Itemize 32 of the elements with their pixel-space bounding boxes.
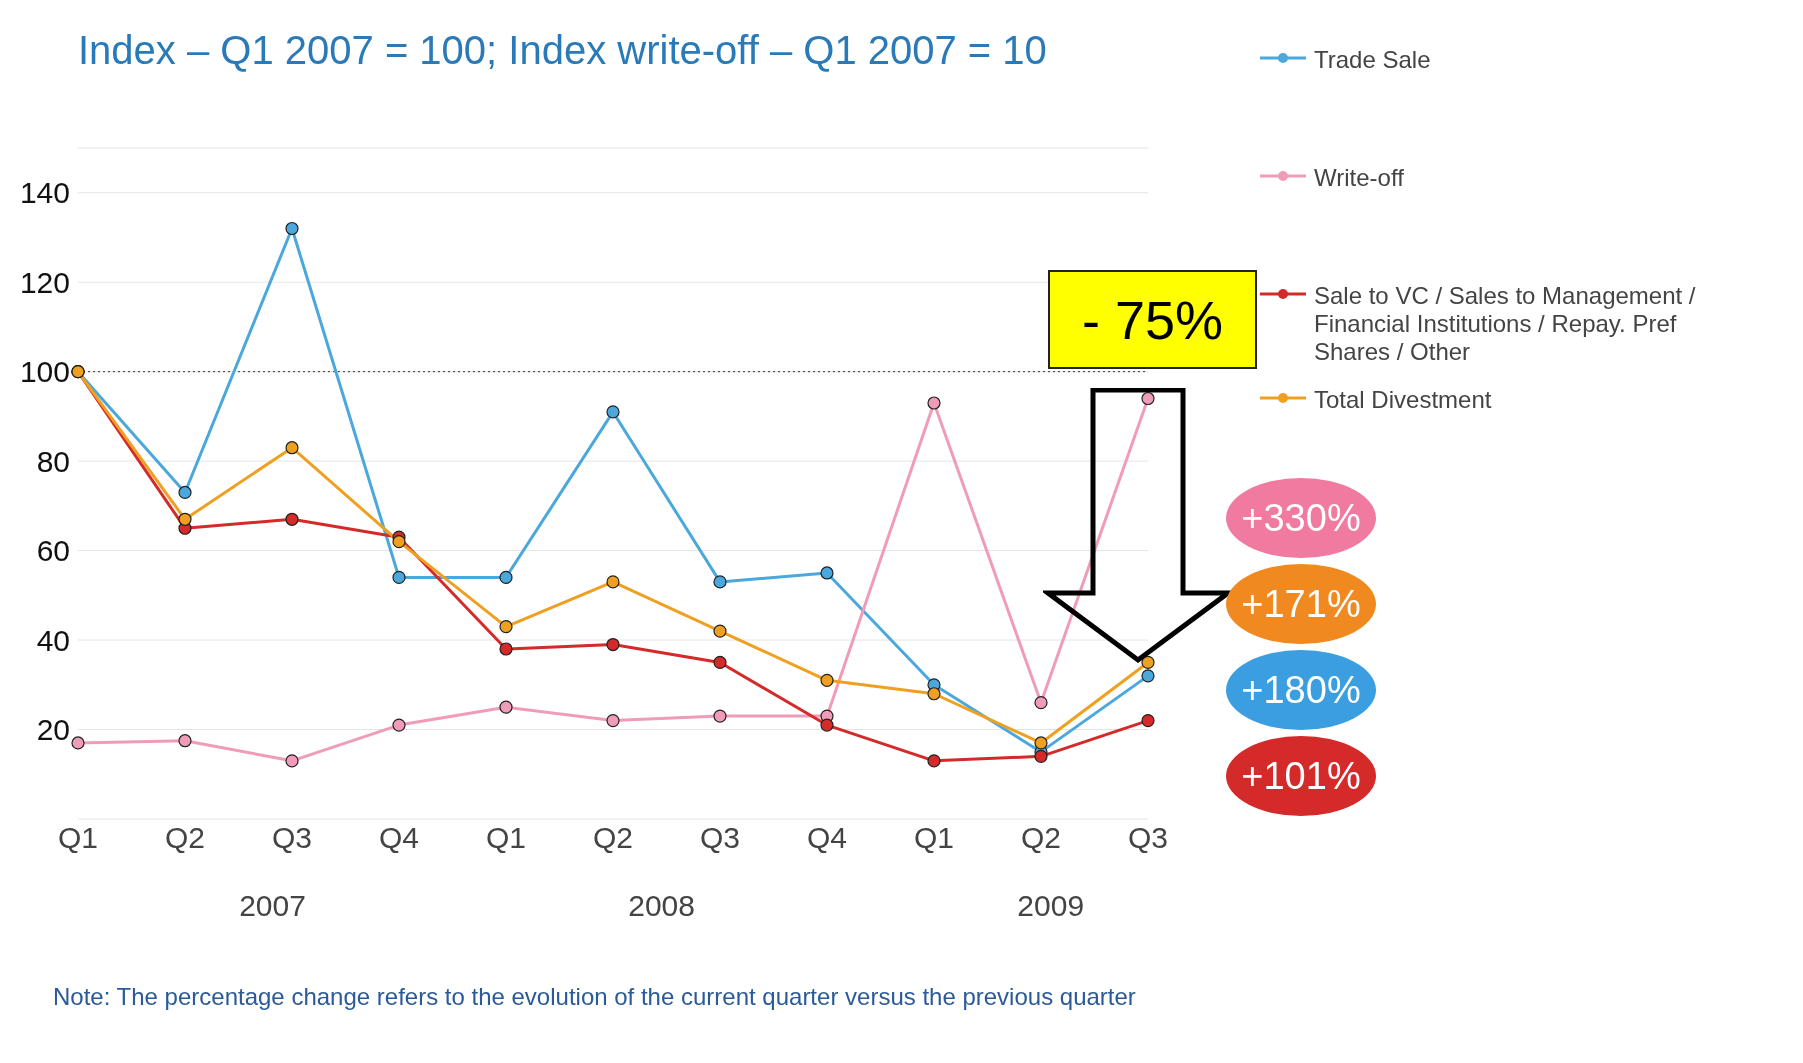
text: Note: The percentage change refers to the evolution of the current quarter versus the previous quarter [53, 983, 1136, 1011]
x-tick-label: Q3 [1127, 821, 1169, 855]
text: 2009 [1016, 889, 1086, 923]
y-tick-label: 100 [19, 355, 70, 389]
annotation: - 75% [1048, 270, 1257, 369]
text: +101% [1226, 736, 1376, 816]
text: +330% [1226, 478, 1376, 558]
x-tick-label: Q3 [699, 821, 741, 855]
x-tick-label: Q1 [485, 821, 527, 855]
x-tick-label: Q3 [271, 821, 313, 855]
y-tick-label: 60 [36, 534, 70, 568]
x-tick-label: Q1 [913, 821, 955, 855]
x-tick-label: Q4 [806, 821, 848, 855]
y-tick-label: 40 [36, 623, 70, 657]
text: +171% [1226, 564, 1376, 644]
y-tick-label: 80 [36, 444, 70, 478]
legend-label: Sale to VC / Sales to Management / Financial Institutions / Repay. Pref Shares / Other [1314, 282, 1697, 366]
chart-title: Index – Q1 2007 = 100; Index write-off – Q1 2007 = 10 [78, 28, 1047, 73]
text: 2008 [627, 889, 696, 923]
x-tick-label: Q4 [378, 821, 420, 855]
x-tick-label: Q2 [164, 821, 206, 855]
x-tick-label: Q2 [592, 821, 634, 855]
text: +180% [1226, 650, 1376, 730]
y-tick-label: 20 [36, 713, 70, 747]
y-tick-label: 120 [19, 265, 70, 299]
y-tick-label: 140 [19, 176, 70, 210]
text: 2007 [238, 889, 307, 923]
legend-label: Write-off [1314, 164, 1404, 192]
x-tick-label: Q2 [1020, 821, 1062, 855]
legend-label: Total Divestment [1314, 386, 1492, 414]
x-tick-label: Q1 [57, 821, 99, 855]
legend-label: Trade Sale [1314, 46, 1431, 74]
